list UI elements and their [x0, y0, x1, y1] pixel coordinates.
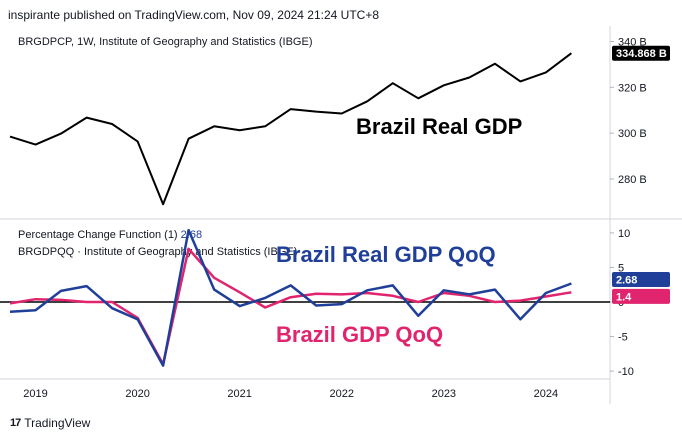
- top-y-tick-label: 300 B: [618, 128, 647, 140]
- gdp-qoq-last-value-badge-text: 1.4: [616, 291, 632, 303]
- top-pane-title: BRGDPCP, 1W, Institute of Geography and …: [18, 36, 313, 48]
- bottom-pane-title-text: Percentage Change Function (1): [18, 229, 178, 241]
- gdp-last-value-badge-text: 334.868 B: [616, 48, 667, 60]
- tradingview-brand: TradingView: [24, 416, 91, 430]
- x-tick-label: 2022: [330, 388, 354, 400]
- top-y-tick-label: 280 B: [618, 174, 647, 186]
- real-gdp-qoq-line: [9, 228, 572, 367]
- bottom-y-tick-label: 10: [618, 228, 630, 240]
- x-tick-label: 2020: [125, 388, 149, 400]
- real-gdp-qoq-last-value-badge-bg: [612, 271, 670, 287]
- top-y-tick-label: 340 B: [618, 36, 647, 48]
- annotation-brazil-real-gdp-qoq: Brazil Real GDP QoQ: [276, 242, 496, 267]
- bottom-y-tick-label: 5: [618, 262, 624, 274]
- tradingview-footer[interactable]: 17 TradingView: [10, 416, 90, 430]
- bottom-y-tick-label: -10: [618, 366, 634, 378]
- gdp-series-line: [9, 52, 573, 206]
- x-tick-label: 2021: [227, 388, 251, 400]
- bottom-pane-subtitle: BRGDPQQ · Institute of Geography and Sta…: [18, 246, 298, 258]
- top-y-tick-label: 320 B: [618, 82, 647, 94]
- gdp-last-value-badge-bg: [612, 45, 670, 61]
- gdp-qoq-last-value-badge-bg: [612, 288, 670, 304]
- tradingview-logo-icon: 17: [10, 417, 21, 429]
- x-tick-label: 2019: [23, 388, 47, 400]
- annotation-brazil-gdp-qoq: Brazil GDP QoQ: [276, 322, 444, 347]
- publish-header: inspirante published on TradingView.com,…: [8, 8, 380, 22]
- real-gdp-qoq-last-value-badge-text: 2.68: [616, 274, 637, 286]
- annotation-brazil-real-gdp: Brazil Real GDP: [356, 114, 523, 139]
- x-tick-label: 2024: [534, 388, 558, 400]
- bottom-y-tick-label: -5: [618, 332, 628, 344]
- x-tick-label: 2023: [432, 388, 456, 400]
